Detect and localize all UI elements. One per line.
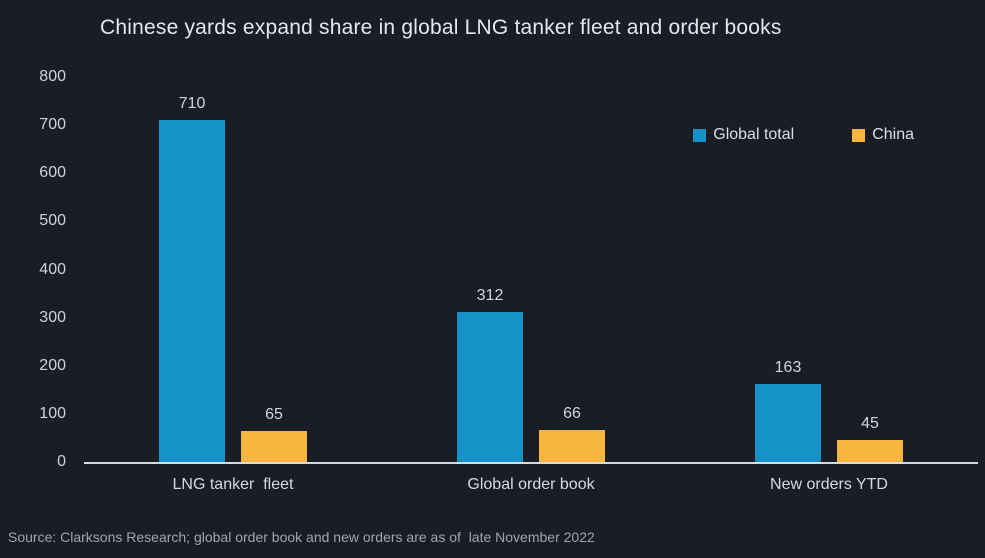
bar-column: 66 [539, 406, 605, 462]
bar-value-label: 710 [178, 95, 206, 112]
bar-china [539, 430, 605, 462]
y-tick-label: 600 [39, 164, 66, 182]
plot-area: 710 65 312 66 163 45 Global total China [84, 77, 978, 464]
y-tick-label: 400 [39, 260, 66, 278]
category-label: New orders YTD [770, 476, 888, 493]
bar-column: 163 [755, 360, 821, 462]
y-axis: 0 100 200 300 400 500 600 700 800 [0, 69, 72, 470]
legend-swatch-icon [693, 128, 707, 142]
bar-value-label: 66 [563, 405, 581, 422]
y-tick-label: 0 [57, 453, 66, 470]
y-tick-label: 100 [39, 404, 66, 422]
bar-china [241, 431, 307, 462]
bars-row: 710 65 312 66 163 45 [84, 77, 978, 462]
bar-column: 710 [159, 96, 225, 462]
category-label: LNG tanker fleet [172, 476, 294, 493]
bar-group-global-order-book: 312 66 [457, 288, 605, 462]
bar-global-total [159, 120, 225, 462]
legend-swatch-icon [852, 128, 866, 142]
bar-value-label: 65 [265, 406, 283, 423]
legend-label: Global total [713, 126, 795, 143]
chart-title: Chinese yards expand share in global LNG… [100, 16, 782, 39]
bar-china [837, 440, 903, 462]
legend-item-china: China [852, 126, 914, 144]
legend-label: China [872, 126, 914, 143]
y-tick-label: 800 [39, 68, 66, 85]
bar-column: 312 [457, 288, 523, 462]
bar-group-lng-tanker-fleet: 710 65 [159, 96, 307, 462]
y-tick-label: 300 [39, 308, 66, 326]
bar-global-total [755, 384, 821, 462]
bar-value-label: 45 [861, 415, 879, 432]
category-labels: LNG tanker fleet Global order book New ord… [84, 476, 978, 494]
y-tick-label: 200 [39, 356, 66, 374]
y-tick-label: 500 [39, 212, 66, 230]
legend-item-global-total: Global total [693, 126, 794, 144]
bar-column: 65 [241, 407, 307, 462]
y-tick-label: 700 [39, 116, 66, 134]
bar-global-total [457, 312, 523, 462]
legend: Global total China [693, 126, 914, 144]
bar-column: 45 [837, 416, 903, 462]
bar-value-label: 312 [476, 287, 504, 304]
source-note: Source: Clarksons Research; global order… [8, 529, 595, 545]
category-label: Global order book [467, 476, 595, 493]
bar-value-label: 163 [774, 359, 802, 376]
bar-group-new-orders-ytd: 163 45 [755, 360, 903, 462]
